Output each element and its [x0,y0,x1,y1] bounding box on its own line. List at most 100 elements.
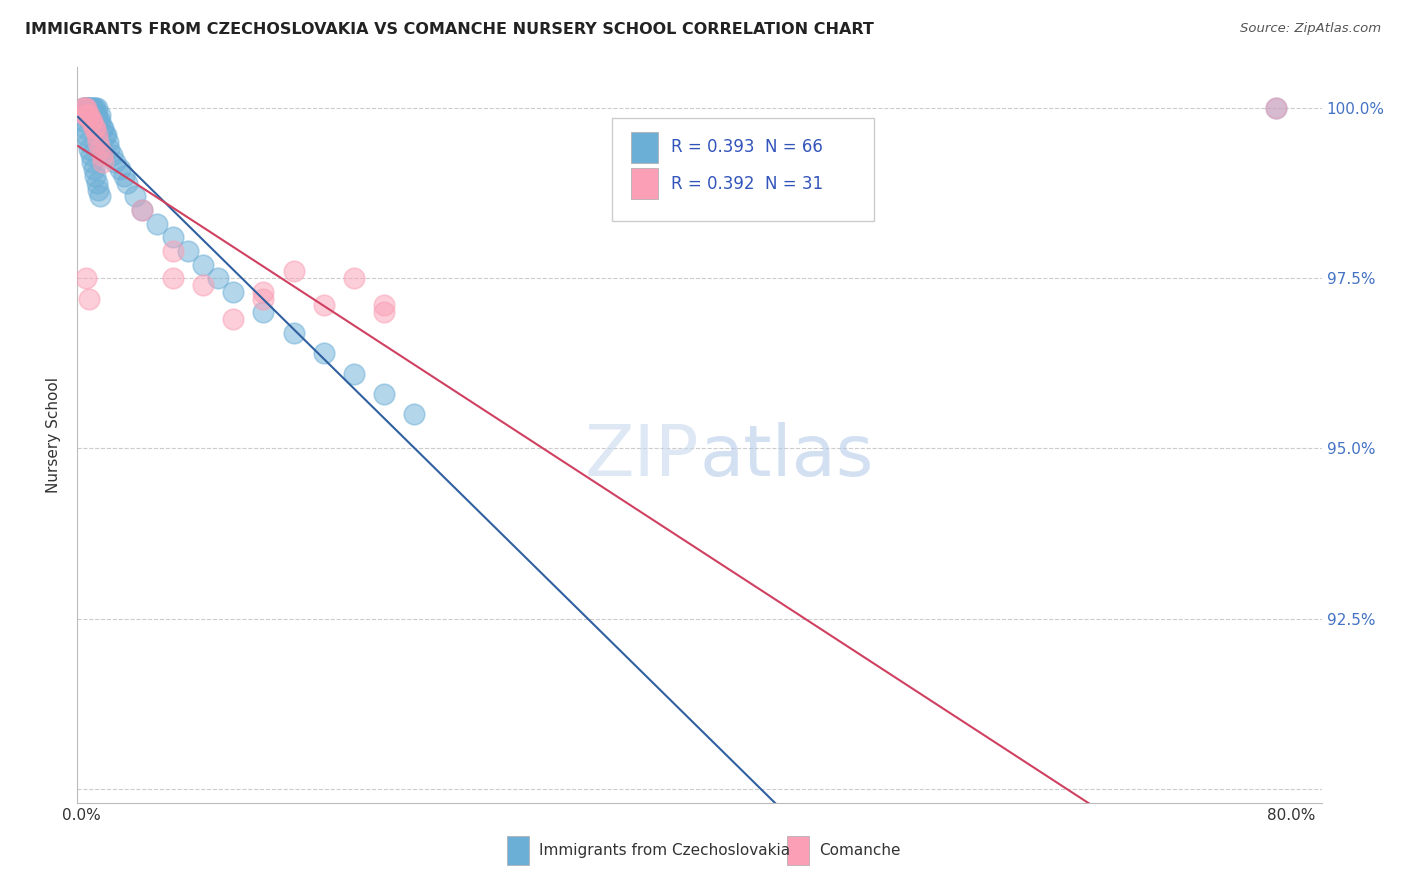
Point [373,298,395,312]
FancyBboxPatch shape [613,119,873,221]
Point [312,346,335,360]
Point [75,128,97,142]
Point [207,271,229,285]
Point [131,202,153,217]
Point [89,142,111,156]
Point [84,169,107,183]
Point [89,107,111,121]
Point [86,101,108,115]
Point [82,114,104,128]
Point [89,114,111,128]
Point [77,107,100,121]
Point [77,135,100,149]
Point [87,135,110,149]
Point [404,408,426,422]
Point [83,121,105,136]
Text: IMMIGRANTS FROM CZECHOSLOVAKIA VS COMANCHE NURSERY SCHOOL CORRELATION CHART: IMMIGRANTS FROM CZECHOSLOVAKIA VS COMANC… [25,22,875,37]
Point [162,244,184,258]
Point [124,189,146,203]
Point [75,271,97,285]
Point [72,114,94,128]
Point [79,107,101,121]
Point [73,101,96,115]
Point [373,387,395,401]
Bar [631,169,658,199]
Point [90,148,112,162]
Bar [506,836,529,865]
Point [83,107,105,121]
Point [252,305,274,319]
Point [77,107,100,121]
Point [162,230,184,244]
Point [80,114,103,128]
Point [131,202,153,217]
Point [283,264,305,278]
Text: Source: ZipAtlas.com: Source: ZipAtlas.com [1240,22,1381,36]
Point [79,101,101,115]
Point [104,155,127,169]
Point [373,305,395,319]
Point [87,182,110,196]
Point [312,298,335,312]
Point [176,244,198,258]
Point [73,107,96,121]
Point [252,285,274,299]
Point [93,128,115,142]
Point [97,135,120,149]
Point [73,107,96,121]
Point [86,107,108,121]
Point [343,367,366,381]
Text: R = 0.392  N = 31: R = 0.392 N = 31 [671,175,823,193]
Point [162,271,184,285]
Point [73,101,96,115]
Text: R = 0.393  N = 66: R = 0.393 N = 66 [671,138,823,156]
Point [73,121,96,136]
Point [77,101,100,115]
Point [80,101,103,115]
Point [1265,101,1288,115]
Point [75,101,97,115]
Text: ZIP: ZIP [585,423,700,491]
Point [72,101,94,115]
Point [80,148,103,162]
Point [222,312,245,326]
Point [252,292,274,306]
Point [79,292,101,306]
Point [77,101,100,115]
Point [72,101,94,115]
Point [75,101,97,115]
Point [98,142,121,156]
Point [79,142,101,156]
Point [75,101,97,115]
Point [91,155,114,169]
Point [87,114,110,128]
Text: atlas: atlas [700,423,875,491]
Point [86,176,108,190]
Point [72,107,94,121]
Y-axis label: Nursery School: Nursery School [46,376,62,493]
Point [84,121,107,136]
Point [1265,101,1288,115]
Point [343,271,366,285]
Point [112,169,135,183]
Point [86,128,108,142]
Point [82,155,104,169]
Point [283,326,305,340]
Point [108,162,131,177]
Point [82,107,104,121]
Bar [631,132,658,162]
Point [101,148,124,162]
Point [191,258,214,272]
Point [73,101,96,115]
Point [79,107,101,121]
Point [90,121,112,136]
Point [115,176,138,190]
Point [91,121,114,136]
Point [79,101,101,115]
Point [82,101,104,115]
Point [191,277,214,292]
Point [80,107,103,121]
Point [75,107,97,121]
Point [94,128,117,142]
Point [84,114,107,128]
